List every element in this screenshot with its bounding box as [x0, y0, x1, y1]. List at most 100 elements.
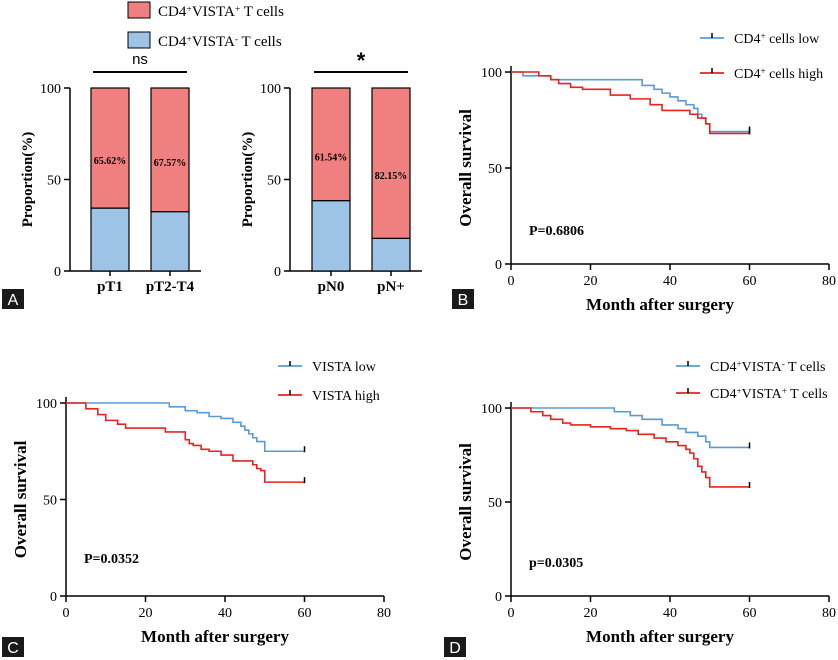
x-tick-label: 40: [663, 274, 677, 289]
legend-label-vista-neg-part: T cells: [238, 34, 282, 50]
survival-curve: [511, 407, 750, 449]
bar-vista-neg: [371, 237, 411, 272]
bar-data-label: 65.62%: [94, 156, 127, 167]
legend-label-part: +: [760, 66, 765, 76]
y-tick-label: 100: [481, 402, 502, 417]
x-tick-label: 80: [377, 606, 391, 621]
panel-letter-box: [444, 637, 466, 657]
x-tick-label: 0: [508, 606, 515, 621]
legend-label-part: VISTA: [742, 360, 783, 375]
panel-letter-box: [452, 289, 474, 309]
legend-label-part: T cells: [785, 360, 826, 375]
x-tick-label: 60: [743, 274, 757, 289]
legend-label-vista-pos-part: CD4: [158, 4, 187, 20]
y-tick-label: 100: [481, 66, 502, 81]
panel-letter: C: [7, 640, 19, 657]
panel-letter-box: [2, 289, 24, 309]
x-tick-label: pT2-T4: [146, 279, 195, 295]
panel-letter: D: [449, 640, 461, 657]
bar-vista-neg: [90, 207, 130, 272]
legend-label-part: VISTA: [742, 387, 783, 402]
y-tick-label: 50: [267, 174, 281, 189]
y-axis-label: Overall survival: [456, 109, 475, 227]
bar-data-label: 82.15%: [375, 171, 408, 182]
legend-label-part: +: [736, 386, 741, 396]
bar-vista-neg: [150, 211, 190, 272]
legend-label-vista-neg-part: -: [235, 34, 238, 45]
legend-swatch-vista-neg: [127, 31, 151, 49]
legend-label-part: CD4: [734, 32, 760, 47]
legend-swatch-vista-pos: [127, 1, 151, 19]
y-axis-label: Overall survival: [11, 440, 30, 558]
legend-label-part: -: [782, 359, 785, 369]
legend-label: CD4+ cells low: [734, 31, 820, 47]
x-tick-label: 0: [63, 606, 70, 621]
x-tick-label: 20: [584, 606, 598, 621]
y-tick-label: 50: [43, 494, 57, 509]
bar-data-label: 61.54%: [315, 152, 348, 163]
legend-label-vista-pos-part: T cells: [240, 4, 284, 20]
x-tick-label: 80: [822, 606, 836, 621]
y-tick-label: 100: [36, 397, 57, 412]
legend-label-vista-pos-part: +: [186, 4, 192, 15]
bar-vista-pos: [311, 87, 351, 202]
x-axis-label: Month after surgery: [586, 627, 734, 646]
legend-label-vista-neg-part: CD4: [158, 34, 187, 50]
legend-label-vista-neg-part: +: [186, 34, 192, 45]
x-tick-label: pN0: [318, 279, 345, 295]
y-tick-label: 0: [495, 258, 502, 273]
x-tick-label: 60: [743, 606, 757, 621]
bar-vista-pos: [371, 87, 411, 239]
p-value-label: P=0.6806: [529, 224, 584, 239]
legend-label-vista-pos: CD4+VISTA+ T cells: [158, 4, 284, 21]
survival-curve: [511, 71, 750, 133]
bar-vista-neg: [311, 200, 351, 272]
legend-label: CD4+VISTA+ T cells: [710, 386, 828, 402]
survival-curve: [511, 71, 750, 135]
legend-label-vista-neg-part: VISTA: [192, 34, 235, 50]
x-tick-label: 60: [298, 606, 312, 621]
legend-label: CD4+VISTA- T cells: [710, 359, 825, 375]
y-tick-label: 50: [488, 162, 502, 177]
legend-label-vista-neg: CD4+VISTA- T cells: [158, 34, 282, 51]
survival-curve: [66, 402, 305, 453]
x-tick-label: 80: [822, 274, 836, 289]
legend-label: CD4+ cells high: [734, 66, 823, 82]
p-value-label: p=0.0305: [529, 556, 583, 571]
significance-label: ns: [132, 51, 148, 68]
legend-label: VISTA high: [312, 389, 380, 404]
y-tick-label: 0: [50, 590, 57, 605]
panel-letter: A: [8, 292, 19, 309]
legend-label-part: +: [736, 359, 741, 369]
survival-curve: [511, 407, 750, 488]
survival-curve: [66, 402, 305, 483]
y-tick-label: 50: [47, 174, 61, 189]
legend-label-part: cells low: [766, 32, 821, 47]
legend-label: VISTA low: [312, 360, 377, 375]
x-tick-label: 20: [584, 274, 598, 289]
legend-label-part: +: [782, 386, 787, 396]
bar-vista-pos: [90, 87, 130, 209]
x-tick-label: 20: [139, 606, 153, 621]
x-tick-label: pT1: [97, 279, 123, 295]
x-tick-label: 40: [663, 606, 677, 621]
x-tick-label: pN+: [377, 279, 405, 295]
legend-label-part: VISTA low: [312, 360, 377, 375]
x-tick-label: 40: [218, 606, 232, 621]
legend-label-part: CD4: [710, 387, 736, 402]
legend-label-part: VISTA high: [312, 389, 380, 404]
y-axis-label: Overall survival: [456, 443, 475, 561]
x-tick-label: 0: [508, 274, 515, 289]
p-value-label: P=0.0352: [84, 552, 139, 567]
y-axis-label: Proportion(%): [240, 132, 256, 228]
y-axis-label: Proportion(%): [20, 132, 36, 228]
legend-label-part: CD4: [734, 67, 760, 82]
y-tick-label: 0: [495, 590, 502, 605]
y-tick-label: 50: [488, 496, 502, 511]
y-tick-label: 0: [54, 265, 61, 280]
x-axis-label: Month after surgery: [141, 627, 289, 646]
bar-data-label: 67.57%: [154, 158, 187, 169]
legend-label-part: cells high: [766, 67, 824, 82]
y-tick-label: 100: [40, 82, 61, 97]
bar-vista-pos: [150, 87, 190, 213]
